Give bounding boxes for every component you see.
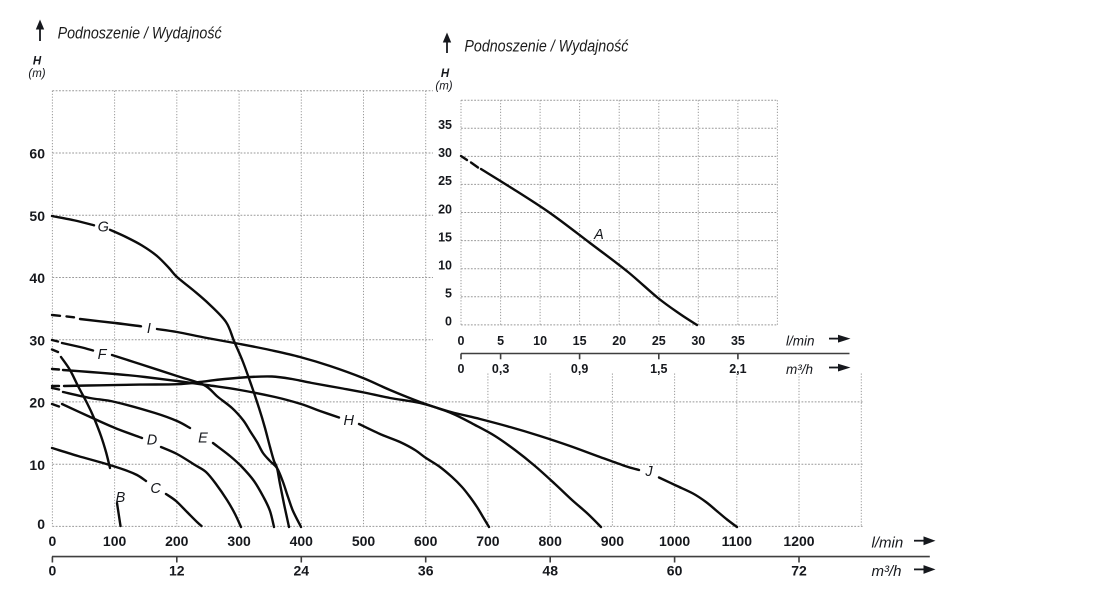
svg-text:35: 35 — [438, 118, 452, 132]
svg-text:0: 0 — [458, 334, 465, 348]
svg-text:10: 10 — [438, 258, 452, 272]
svg-text:30: 30 — [29, 332, 45, 348]
svg-text:E: E — [198, 430, 208, 446]
svg-text:1200: 1200 — [783, 533, 814, 549]
svg-text:(m): (m) — [435, 81, 452, 93]
svg-text:m³/h: m³/h — [786, 362, 813, 377]
svg-text:20: 20 — [612, 334, 626, 348]
svg-text:m³/h: m³/h — [872, 563, 902, 580]
svg-text:500: 500 — [352, 533, 376, 549]
svg-text:C: C — [150, 481, 161, 497]
svg-text:0: 0 — [49, 533, 57, 549]
svg-text:48: 48 — [542, 563, 558, 579]
svg-text:300: 300 — [227, 533, 251, 549]
svg-text:D: D — [147, 432, 157, 448]
svg-text:0,3: 0,3 — [492, 362, 509, 376]
svg-text:400: 400 — [290, 533, 314, 549]
svg-text:600: 600 — [414, 533, 438, 549]
svg-text:20: 20 — [29, 395, 45, 411]
svg-text:2,1: 2,1 — [729, 362, 746, 376]
svg-text:30: 30 — [438, 146, 452, 160]
svg-text:24: 24 — [294, 563, 310, 579]
svg-text:Podnoszenie / Wydajność: Podnoszenie / Wydajność — [464, 38, 629, 56]
svg-text:25: 25 — [438, 174, 452, 188]
svg-text:0: 0 — [37, 516, 45, 532]
svg-text:1000: 1000 — [659, 533, 690, 549]
svg-text:20: 20 — [438, 202, 452, 216]
svg-text:H: H — [33, 56, 42, 68]
svg-text:0,9: 0,9 — [571, 362, 588, 376]
svg-text:G: G — [98, 220, 109, 236]
svg-text:0: 0 — [445, 315, 452, 329]
svg-text:(m): (m) — [28, 68, 45, 80]
svg-text:10: 10 — [533, 334, 547, 348]
svg-text:700: 700 — [476, 533, 500, 549]
svg-text:Podnoszenie / Wydajność: Podnoszenie / Wydajność — [58, 25, 223, 43]
svg-text:72: 72 — [791, 563, 807, 579]
svg-text:12: 12 — [169, 563, 185, 579]
svg-text:B: B — [116, 490, 126, 506]
svg-text:25: 25 — [652, 334, 666, 348]
svg-text:30: 30 — [691, 334, 705, 348]
svg-text:15: 15 — [573, 334, 587, 348]
svg-text:H: H — [441, 68, 450, 80]
svg-text:40: 40 — [29, 270, 45, 286]
svg-text:100: 100 — [103, 533, 127, 549]
svg-text:5: 5 — [445, 287, 452, 301]
svg-text:900: 900 — [601, 533, 625, 549]
svg-text:60: 60 — [29, 146, 45, 162]
svg-text:A: A — [593, 227, 604, 243]
svg-text:15: 15 — [438, 230, 452, 244]
svg-text:l/min: l/min — [872, 534, 904, 551]
svg-text:10: 10 — [29, 457, 45, 473]
svg-text:I: I — [147, 321, 151, 337]
svg-text:36: 36 — [418, 563, 434, 579]
svg-text:5: 5 — [497, 334, 504, 348]
svg-text:60: 60 — [667, 563, 683, 579]
svg-text:0: 0 — [458, 362, 465, 376]
svg-text:50: 50 — [29, 208, 45, 224]
svg-text:J: J — [644, 464, 653, 480]
svg-text:1,5: 1,5 — [650, 362, 667, 376]
svg-text:1100: 1100 — [722, 533, 753, 549]
svg-text:0: 0 — [49, 563, 57, 579]
svg-text:F: F — [98, 347, 108, 363]
svg-text:200: 200 — [165, 533, 189, 549]
svg-text:35: 35 — [731, 334, 745, 348]
svg-text:H: H — [344, 413, 355, 429]
svg-text:800: 800 — [539, 533, 563, 549]
svg-text:l/min: l/min — [786, 333, 815, 348]
